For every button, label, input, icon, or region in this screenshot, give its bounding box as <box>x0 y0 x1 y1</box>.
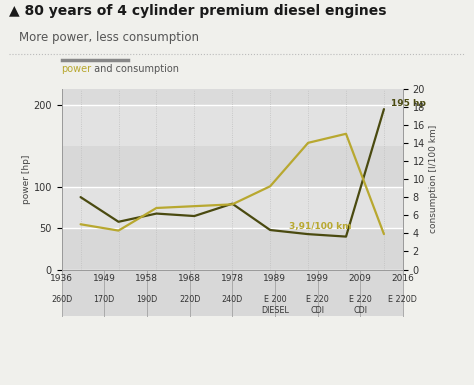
Text: 195 hp: 195 hp <box>391 99 426 108</box>
Y-axis label: power [hp]: power [hp] <box>22 154 31 204</box>
Bar <box>62 187 403 228</box>
Bar <box>62 105 403 146</box>
Text: E 200
DIESEL: E 200 DIESEL <box>261 295 289 315</box>
Text: ▲ 80 years of 4 cylinder premium diesel engines: ▲ 80 years of 4 cylinder premium diesel … <box>9 4 387 18</box>
Bar <box>62 89 403 105</box>
Text: E 220
CDI: E 220 CDI <box>349 295 372 315</box>
Text: E 220
CDI: E 220 CDI <box>306 295 329 315</box>
Text: 2009: 2009 <box>349 274 372 283</box>
Text: E 220D: E 220D <box>389 295 417 303</box>
Bar <box>62 228 403 270</box>
Text: 1949: 1949 <box>93 274 116 283</box>
Text: and consumption: and consumption <box>91 64 179 74</box>
Text: More power, less consumption: More power, less consumption <box>19 31 199 44</box>
Text: 260D: 260D <box>51 295 72 303</box>
Text: 170D: 170D <box>94 295 115 303</box>
Text: 3,91/100 km: 3,91/100 km <box>290 222 352 231</box>
Text: 240D: 240D <box>222 295 243 303</box>
Text: 1958: 1958 <box>136 274 158 283</box>
Text: 190D: 190D <box>137 295 157 303</box>
Y-axis label: consumption [l/100 km]: consumption [l/100 km] <box>429 125 438 233</box>
Text: power: power <box>62 64 92 74</box>
Text: 1936: 1936 <box>50 274 73 283</box>
Text: 1978: 1978 <box>221 274 244 283</box>
Text: 1999: 1999 <box>306 274 329 283</box>
Text: 220D: 220D <box>179 295 201 303</box>
Bar <box>62 146 403 187</box>
Text: 2016: 2016 <box>392 274 414 283</box>
Text: 1968: 1968 <box>178 274 201 283</box>
Text: 1989: 1989 <box>264 274 286 283</box>
